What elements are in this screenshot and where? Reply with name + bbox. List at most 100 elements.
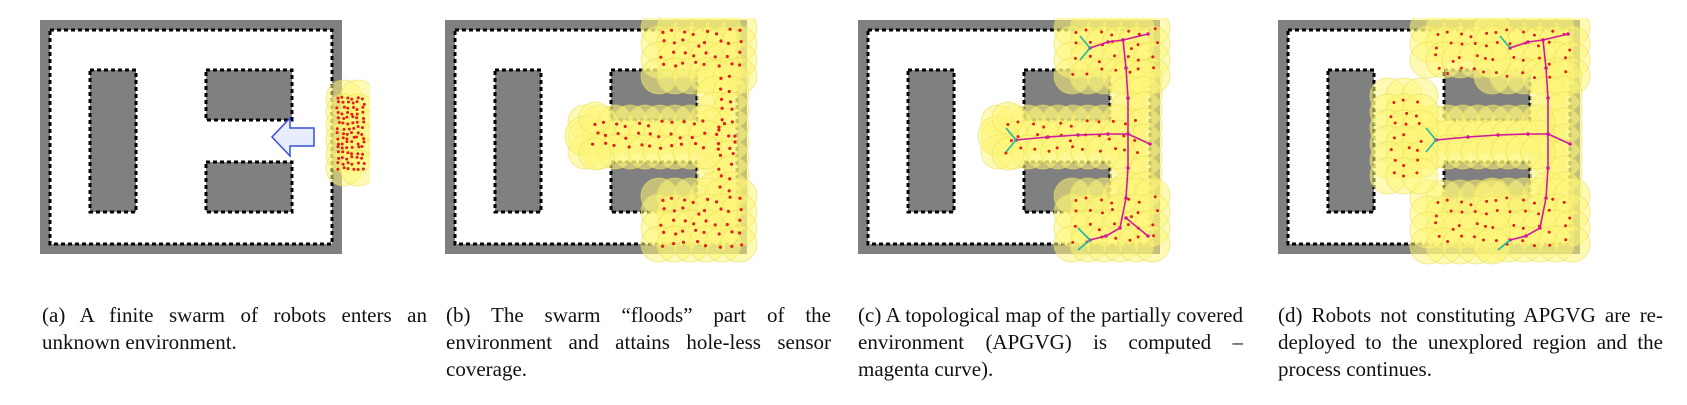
robot [1137,200,1141,204]
robot [346,167,350,171]
robot [1469,35,1473,39]
robot [1416,158,1420,162]
robot [1071,240,1075,244]
robot [718,245,722,249]
robot [1532,76,1536,80]
robot [1512,223,1516,227]
robot [1445,30,1449,34]
robot [701,146,706,150]
robot [342,166,346,170]
robot [681,38,685,42]
robot [694,228,698,232]
leaf-link [1005,127,1017,141]
caption-a: (a) A finite swarm of robots enters an u… [42,303,427,354]
robot [733,140,737,144]
robot [1521,58,1525,62]
robot [1537,56,1541,60]
robot [738,28,742,32]
robot [362,162,366,166]
robot [345,115,349,119]
robot [730,162,734,166]
robot [1482,238,1486,242]
robot [1449,41,1453,45]
robot [1402,163,1406,167]
leaf-link [1079,47,1091,61]
robot [341,162,345,166]
sensor-disk [1100,134,1136,170]
robot [1505,28,1509,32]
robot [1484,212,1488,216]
robot [336,100,340,104]
robot [1136,43,1140,47]
robot [1153,27,1157,31]
robot [1071,145,1075,149]
apgvg-middle-branch-vertex [1046,135,1050,139]
robot [623,124,627,129]
robot [1405,111,1409,115]
robot [360,132,364,136]
robot [340,146,344,150]
robot [728,27,732,31]
robot [356,152,360,156]
robot [590,142,595,146]
robot [360,156,364,160]
robot [683,51,687,55]
sensor-disk [991,137,1025,171]
robot [1473,210,1477,214]
robot [738,196,742,200]
obstacle-left [90,70,136,212]
robot [1532,201,1536,205]
robot [355,116,359,120]
robot [1482,70,1486,74]
robot [1548,243,1552,247]
robot [670,120,674,124]
leaf-link [1079,35,1091,49]
robot [342,116,346,120]
robot [346,151,350,155]
leaf-link [1499,35,1511,49]
robot [737,63,742,67]
robot [1437,234,1441,238]
robot [336,150,340,154]
robot [1564,56,1568,60]
robot [660,119,664,123]
robot [1123,148,1127,152]
robot [1114,68,1118,72]
robot [1392,136,1396,140]
robot [1437,66,1441,70]
sensor-disk [1133,225,1171,263]
robot [1019,146,1023,150]
robot [341,136,345,140]
robot [1128,70,1132,74]
robot [1460,234,1464,238]
robot [1562,200,1566,204]
robot [1097,120,1101,124]
robot [356,131,360,135]
robot [1074,198,1078,202]
robot [660,244,665,248]
robot [719,76,723,81]
robot [738,218,742,222]
sensor-disk [687,134,723,170]
robot [362,137,366,141]
robot [1111,119,1115,123]
robot [1073,224,1077,228]
robot [1129,47,1133,51]
robot [345,146,349,150]
robot [1494,199,1498,203]
robot [719,207,723,211]
robot [672,241,676,246]
obstacle-left [1328,70,1374,212]
robot [346,161,350,165]
robot [1508,210,1512,214]
obstacle-left-boundary [906,68,956,214]
obstacle-bottom-right-boundary [204,160,294,214]
robot [1522,198,1526,202]
panel-a-initial-swarm [40,20,370,254]
robot [730,120,734,124]
robot [662,230,666,234]
robot [346,122,350,126]
robot [1446,239,1450,243]
robot [727,134,731,138]
robot [1084,28,1088,32]
